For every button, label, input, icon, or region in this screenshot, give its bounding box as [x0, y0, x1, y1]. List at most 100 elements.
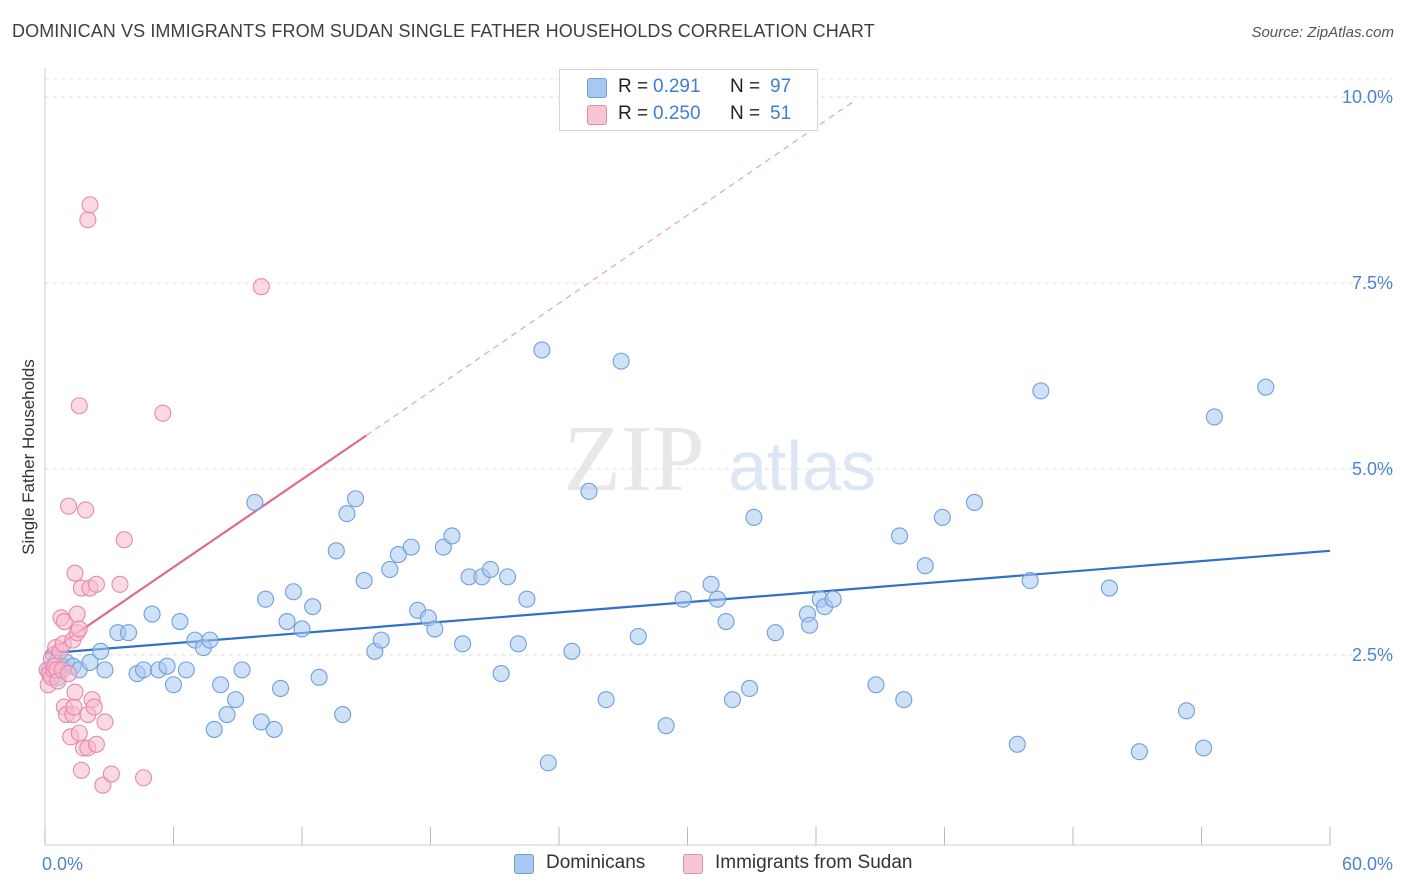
point-dominicans — [597, 691, 615, 709]
point-dominicans — [338, 505, 356, 523]
point-dominicans — [518, 590, 536, 608]
point-dominicans — [717, 612, 735, 631]
y-tick-label: 10.0% — [1342, 87, 1393, 107]
point-dominicans — [252, 713, 270, 731]
point-dominicans — [355, 572, 373, 590]
point-sudan — [96, 713, 114, 731]
point-dominicans — [134, 661, 153, 679]
legend-n-value: 97 — [770, 76, 792, 97]
grid-lines — [45, 78, 1392, 656]
legend-r-label: R = — [618, 103, 649, 124]
point-dominicans — [1008, 735, 1026, 753]
point-dominicans — [334, 705, 352, 724]
y-tick-label: 7.5% — [1352, 273, 1393, 293]
legend-r-value: 0.250 — [653, 103, 701, 124]
point-dominicans — [278, 612, 296, 631]
point-dominicans — [227, 691, 245, 709]
legend-row-sudan: R = 0.250 N = 51 — [560, 101, 817, 127]
point-dominicans — [119, 624, 138, 642]
legend-n-label: N = — [730, 103, 761, 124]
point-dominicans — [1177, 702, 1196, 720]
point-dominicans — [1100, 579, 1118, 597]
point-sudan — [70, 397, 88, 415]
point-sudan — [77, 501, 95, 519]
point-dominicans — [205, 720, 223, 738]
point-dominicans — [801, 616, 819, 634]
point-dominicans — [890, 527, 909, 545]
y-tick-label: 2.5% — [1352, 645, 1393, 665]
point-sudan — [102, 765, 120, 783]
legend-n-value: 51 — [770, 103, 792, 124]
point-dominicans — [381, 560, 399, 578]
point-sudan — [55, 612, 73, 631]
legend-r-label: R = — [618, 76, 649, 97]
point-sudan — [60, 497, 78, 515]
point-dominicans — [327, 542, 345, 560]
point-dominicans — [257, 590, 275, 608]
trend-lines — [44, 100, 1331, 656]
point-dominicans — [629, 627, 647, 645]
legend-n-label: N = — [730, 76, 761, 97]
tick-labels: 2.5% 5.0% 7.5% 10.0% 0.0% 60.0% — [42, 87, 1393, 874]
point-dominicans — [1021, 572, 1039, 590]
x-tick-label: 60.0% — [1342, 854, 1393, 874]
point-sudan — [60, 665, 78, 683]
legend-r-value: 0.291 — [653, 76, 701, 97]
point-dominicans — [346, 490, 365, 508]
point-dominicans — [284, 583, 302, 601]
point-sudan — [252, 278, 270, 296]
axes — [44, 68, 1331, 846]
point-dominicans — [1195, 739, 1213, 757]
chart-title: DOMINICAN VS IMMIGRANTS FROM SUDAN SINGL… — [12, 21, 875, 41]
point-dominicans — [481, 560, 500, 578]
point-dominicans — [272, 679, 290, 698]
point-dominicans — [96, 661, 114, 679]
point-dominicans — [1130, 743, 1148, 761]
point-sudan — [68, 605, 86, 623]
point-sudan — [87, 735, 105, 753]
point-dominicans — [443, 527, 461, 545]
legend-label-sudan: Immigrants from Sudan — [715, 852, 913, 873]
point-sudan — [115, 531, 133, 549]
point-dominicans — [657, 717, 675, 735]
point-dominicans — [164, 676, 183, 694]
point-dominicans — [218, 705, 236, 724]
point-dominicans — [580, 482, 598, 500]
point-sudan — [87, 575, 105, 593]
trend-line-sudan — [44, 434, 367, 656]
point-dominicans — [1032, 382, 1050, 400]
point-dominicans — [402, 538, 420, 556]
point-dominicans — [533, 341, 551, 359]
watermark: ZIP atlas — [564, 407, 876, 511]
point-dominicans — [233, 661, 251, 679]
point-sudan — [66, 564, 84, 582]
y-axis-label: Single Father Households — [19, 359, 38, 555]
point-dominicans — [916, 557, 934, 575]
point-dominicans — [212, 676, 230, 694]
point-dominicans — [92, 642, 110, 660]
point-dominicans — [745, 508, 763, 526]
point-sudan — [85, 698, 103, 716]
point-dominicans — [143, 605, 161, 623]
point-dominicans — [563, 642, 581, 660]
source-label: Source: ZipAtlas.com — [1251, 24, 1394, 41]
x-tick-label: 0.0% — [42, 854, 83, 874]
point-sudan — [79, 211, 97, 229]
point-dominicans — [539, 754, 557, 772]
legend-label-dominicans: Dominicans — [546, 852, 646, 873]
point-dominicans — [509, 635, 527, 653]
point-sudan — [81, 196, 99, 214]
legend-swatch-dominicans — [587, 78, 607, 98]
point-sudan — [72, 761, 90, 779]
point-sudan — [134, 769, 153, 787]
point-dominicans — [702, 575, 720, 593]
point-dominicans — [293, 620, 311, 638]
point-dominicans — [201, 631, 219, 649]
point-dominicans — [171, 612, 189, 631]
point-sudan — [70, 620, 88, 638]
point-dominicans — [1205, 408, 1223, 426]
point-dominicans — [177, 661, 195, 679]
point-dominicans — [158, 657, 176, 675]
legend-swatch-sudan — [683, 854, 703, 874]
